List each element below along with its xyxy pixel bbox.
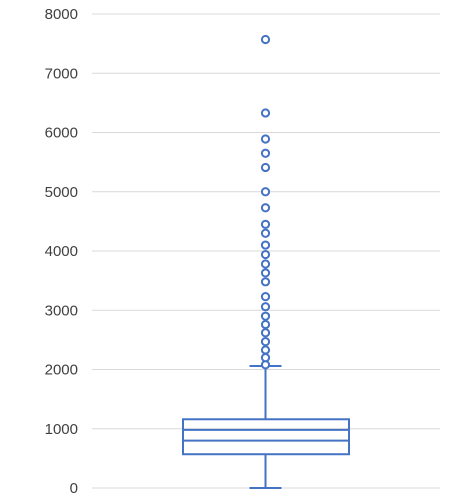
outlier-point (260, 249, 271, 260)
outlier-point (260, 108, 271, 118)
outlier-point (260, 345, 271, 355)
y-tick-label: 7000 (45, 65, 78, 82)
outlier-point (260, 228, 271, 238)
outlier-points (260, 34, 271, 370)
outlier-point (260, 302, 271, 312)
box-plot (182, 364, 350, 489)
outlier-point (260, 134, 271, 144)
outlier-point (260, 148, 271, 158)
outlier-point (260, 311, 271, 321)
y-tick-label: 3000 (45, 302, 78, 319)
y-tick-label: 2000 (45, 362, 78, 379)
y-tick-label: 8000 (45, 6, 78, 23)
outlier-point (260, 240, 271, 250)
y-tick-label: 6000 (45, 125, 78, 142)
outlier-point (260, 337, 271, 347)
outlier-point (260, 319, 271, 330)
outlier-point (260, 34, 271, 45)
outlier-point (260, 259, 271, 269)
outlier-point (260, 187, 271, 197)
interquartile-box (182, 418, 350, 456)
outlier-point (260, 353, 271, 363)
outlier-point (260, 277, 271, 287)
outlier-point (260, 328, 271, 338)
y-tick-label: 0 (70, 480, 78, 497)
outlier-point (260, 219, 271, 229)
outlier-point (260, 268, 271, 278)
y-tick-label: 1000 (45, 421, 78, 438)
outlier-point (260, 292, 271, 302)
y-tick-label: 4000 (45, 243, 78, 260)
outlier-point (260, 162, 271, 173)
outlier-point (260, 203, 271, 213)
y-axis: 0 1000 2000 3000 4000 5000 6000 7000 8000 (45, 6, 78, 497)
y-tick-label: 5000 (45, 184, 78, 201)
